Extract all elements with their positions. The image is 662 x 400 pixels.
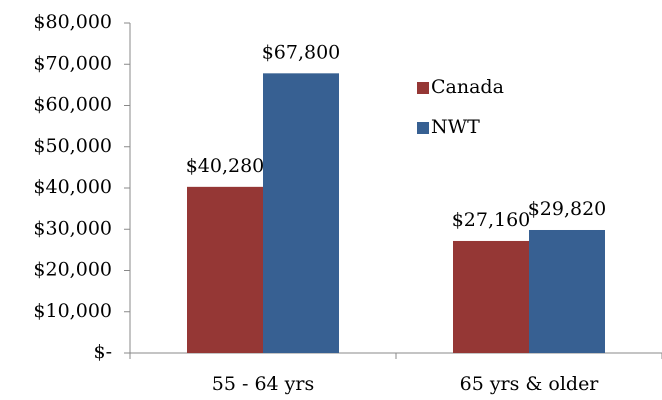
y-tick-label: $40,000 <box>33 176 112 198</box>
data-label: $67,800 <box>262 41 341 63</box>
y-tick-label: $70,000 <box>33 52 112 74</box>
y-tick-label: $30,000 <box>33 217 112 239</box>
bar <box>263 73 339 353</box>
data-label: $40,280 <box>186 155 265 177</box>
y-tick-label: $60,000 <box>33 94 112 116</box>
y-tick-label: $10,000 <box>33 300 112 322</box>
data-label: $29,820 <box>528 198 607 220</box>
legend-label: NWT <box>431 116 480 138</box>
y-tick-label: $50,000 <box>33 135 112 157</box>
legend-label: Canada <box>431 76 504 98</box>
x-tick-label: 55 - 64 yrs <box>212 373 314 395</box>
y-tick-label: $20,000 <box>33 259 112 281</box>
y-tick-label: $- <box>93 341 112 363</box>
legend-swatch <box>417 82 429 94</box>
bar <box>529 229 605 353</box>
y-tick-label: $80,000 <box>33 11 112 33</box>
bar <box>453 240 529 353</box>
bar <box>187 186 263 353</box>
x-tick-label: 65 yrs & older <box>460 373 600 395</box>
legend-swatch <box>417 122 429 134</box>
data-label: $27,160 <box>452 209 531 231</box>
